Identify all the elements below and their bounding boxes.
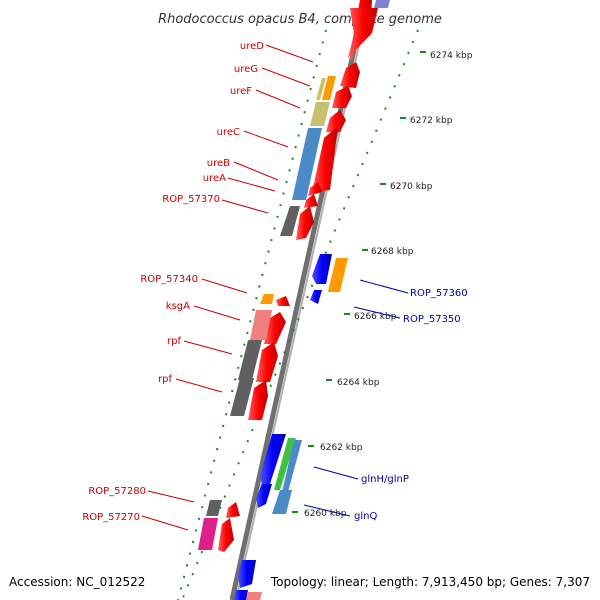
other-genes bbox=[198, 76, 348, 600]
gene-arrow bbox=[234, 590, 248, 600]
gene-arrow bbox=[310, 290, 322, 304]
gene-label[interactable]: glnQ bbox=[354, 511, 377, 522]
gene-arrow bbox=[332, 86, 352, 108]
gene-block bbox=[272, 490, 292, 514]
gene-arrow bbox=[276, 296, 290, 306]
gene-arrow bbox=[256, 484, 272, 508]
gene-label[interactable]: ureF bbox=[230, 86, 252, 97]
right-leaders bbox=[303, 279, 409, 517]
accession-text: Accession: NC_012522 bbox=[9, 575, 145, 589]
kbp-label: 6274 kbp bbox=[430, 51, 473, 61]
gene-arrow bbox=[304, 194, 318, 208]
kbp-label: 6270 kbp bbox=[390, 182, 433, 192]
gene-block bbox=[316, 78, 326, 100]
gene-arrow bbox=[238, 560, 256, 588]
gene-block bbox=[274, 438, 296, 490]
gene-arrow bbox=[226, 502, 240, 518]
gene-block bbox=[198, 518, 218, 550]
left-gene-labels: ureD ureG ureF ureC ureB ureA ROP_57370 … bbox=[82, 41, 264, 523]
gene-arrow bbox=[296, 206, 314, 240]
gene-arrow bbox=[218, 518, 234, 552]
kbp-label: 6262 kbp bbox=[320, 443, 363, 453]
scale-labels: 6274 kbp 6272 kbp 6270 kbp 6268 kbp 6266… bbox=[304, 51, 473, 519]
gene-arrow bbox=[312, 126, 338, 192]
kbp-label: 6260 kbp bbox=[304, 509, 347, 519]
gene-block bbox=[246, 592, 262, 600]
reverse-genes bbox=[234, 0, 390, 600]
kbp-label: 6268 kbp bbox=[371, 247, 414, 257]
gene-label[interactable]: ROP_57340 bbox=[140, 274, 198, 285]
gene-arrow bbox=[348, 8, 378, 58]
gene-block bbox=[310, 102, 330, 126]
gene-block bbox=[328, 258, 348, 292]
gene-block bbox=[250, 310, 272, 340]
gene-arrow bbox=[308, 182, 322, 196]
gene-label[interactable]: ureB bbox=[207, 158, 230, 169]
gene-label[interactable]: ROP_57370 bbox=[162, 194, 220, 205]
gene-label[interactable]: ureG bbox=[234, 64, 258, 75]
gene-block bbox=[206, 500, 222, 516]
gene-arrow bbox=[340, 62, 360, 88]
gene-label[interactable]: rpf bbox=[158, 374, 172, 385]
gene-block bbox=[280, 206, 300, 236]
gene-block bbox=[322, 76, 336, 100]
gene-block bbox=[230, 378, 254, 416]
gene-label[interactable]: ureC bbox=[217, 127, 240, 138]
gene-arrow bbox=[264, 312, 286, 344]
gene-label[interactable]: ROP_57270 bbox=[82, 512, 140, 523]
gene-label[interactable]: ROP_57280 bbox=[88, 486, 146, 497]
gene-label[interactable]: rpf bbox=[167, 336, 181, 347]
gene-arrow bbox=[374, 0, 390, 8]
map-title: Rhodococcus opacus B4, complete genome bbox=[158, 12, 442, 27]
gene-arrow bbox=[260, 434, 286, 484]
gene-label[interactable]: ROP_57350 bbox=[403, 314, 461, 325]
gene-label[interactable]: ksgA bbox=[166, 301, 190, 312]
gene-block bbox=[238, 340, 262, 380]
gene-label[interactable]: ROP_57360 bbox=[410, 288, 468, 299]
right-gene-labels: ROP_57360 ROP_57350 glnH/glnP glnQ bbox=[354, 288, 468, 522]
gene-label[interactable]: ureD bbox=[240, 41, 264, 52]
gene-arrow bbox=[248, 380, 268, 420]
gene-arrow bbox=[326, 110, 346, 132]
gene-arrow bbox=[312, 254, 332, 284]
forward-genes bbox=[218, 0, 378, 552]
gene-block bbox=[260, 294, 274, 304]
genome-summary-text: Topology: linear; Length: 7,913,450 bp; … bbox=[270, 575, 590, 589]
gene-block bbox=[292, 128, 322, 200]
left-leaders bbox=[141, 44, 314, 531]
gene-label[interactable]: ureA bbox=[203, 173, 226, 184]
gene-arrow bbox=[256, 342, 278, 382]
gene-label[interactable]: glnH/glnP bbox=[361, 474, 409, 485]
gene-block bbox=[282, 440, 302, 492]
scale-ticks bbox=[292, 51, 426, 513]
kbp-label: 6272 kbp bbox=[410, 116, 453, 126]
kbp-label: 6266 kbp bbox=[354, 312, 397, 322]
kbp-label: 6264 kbp bbox=[337, 378, 380, 388]
